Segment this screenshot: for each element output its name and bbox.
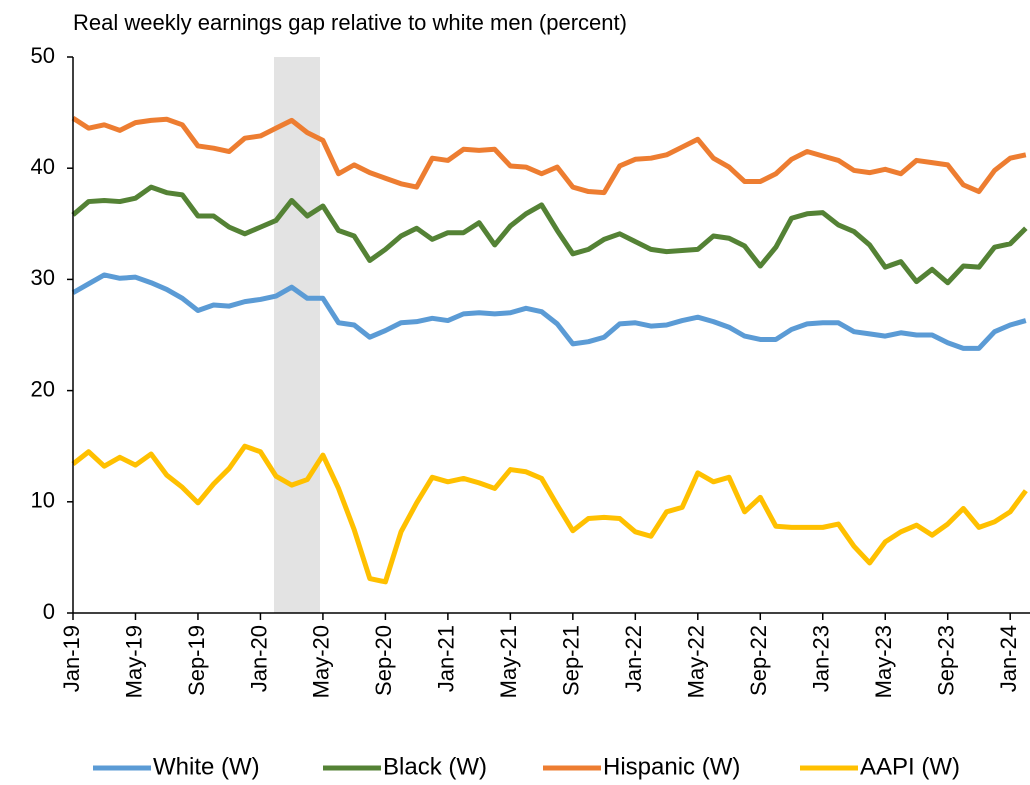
legend-label: AAPI (W): [860, 753, 960, 780]
x-tick-label: May-22: [684, 625, 709, 698]
y-tick-label: 50: [31, 43, 55, 68]
x-tick-label: Sep-21: [559, 625, 584, 696]
x-tick-label: May-19: [121, 625, 146, 698]
y-tick-label: 40: [31, 154, 55, 179]
x-tick-label: May-23: [871, 625, 896, 698]
legend-label: Black (W): [383, 753, 487, 780]
x-tick-label: Jan-21: [434, 625, 459, 692]
series-line: [71, 116, 1027, 196]
series-line: [71, 184, 1028, 286]
x-tick-label: Sep-20: [371, 625, 396, 696]
chart-title: Real weekly earnings gap relative to whi…: [73, 10, 627, 35]
legend-label: Hispanic (W): [603, 753, 740, 780]
x-tick-label: May-20: [309, 625, 334, 698]
y-tick-label: 30: [31, 265, 55, 290]
y-tick-label: 0: [43, 599, 55, 624]
x-tick-label: Jan-24: [996, 625, 1021, 692]
x-tick-label: Sep-19: [184, 625, 209, 696]
x-tick-label: Sep-23: [934, 625, 959, 696]
x-tick-label: Jan-19: [59, 625, 84, 692]
x-tick-label: Jan-22: [621, 625, 646, 692]
x-tick-label: Jan-23: [809, 625, 834, 692]
y-tick-label: 20: [31, 376, 55, 401]
series-line: [71, 272, 1027, 351]
y-tick-label: 10: [31, 488, 55, 513]
recession-shading: [274, 57, 320, 613]
x-tick-label: Jan-20: [246, 625, 271, 692]
legend-label: White (W): [153, 753, 260, 780]
x-tick-label: Sep-22: [746, 625, 771, 696]
series-line: [71, 443, 1028, 585]
x-tick-label: May-21: [496, 625, 521, 698]
